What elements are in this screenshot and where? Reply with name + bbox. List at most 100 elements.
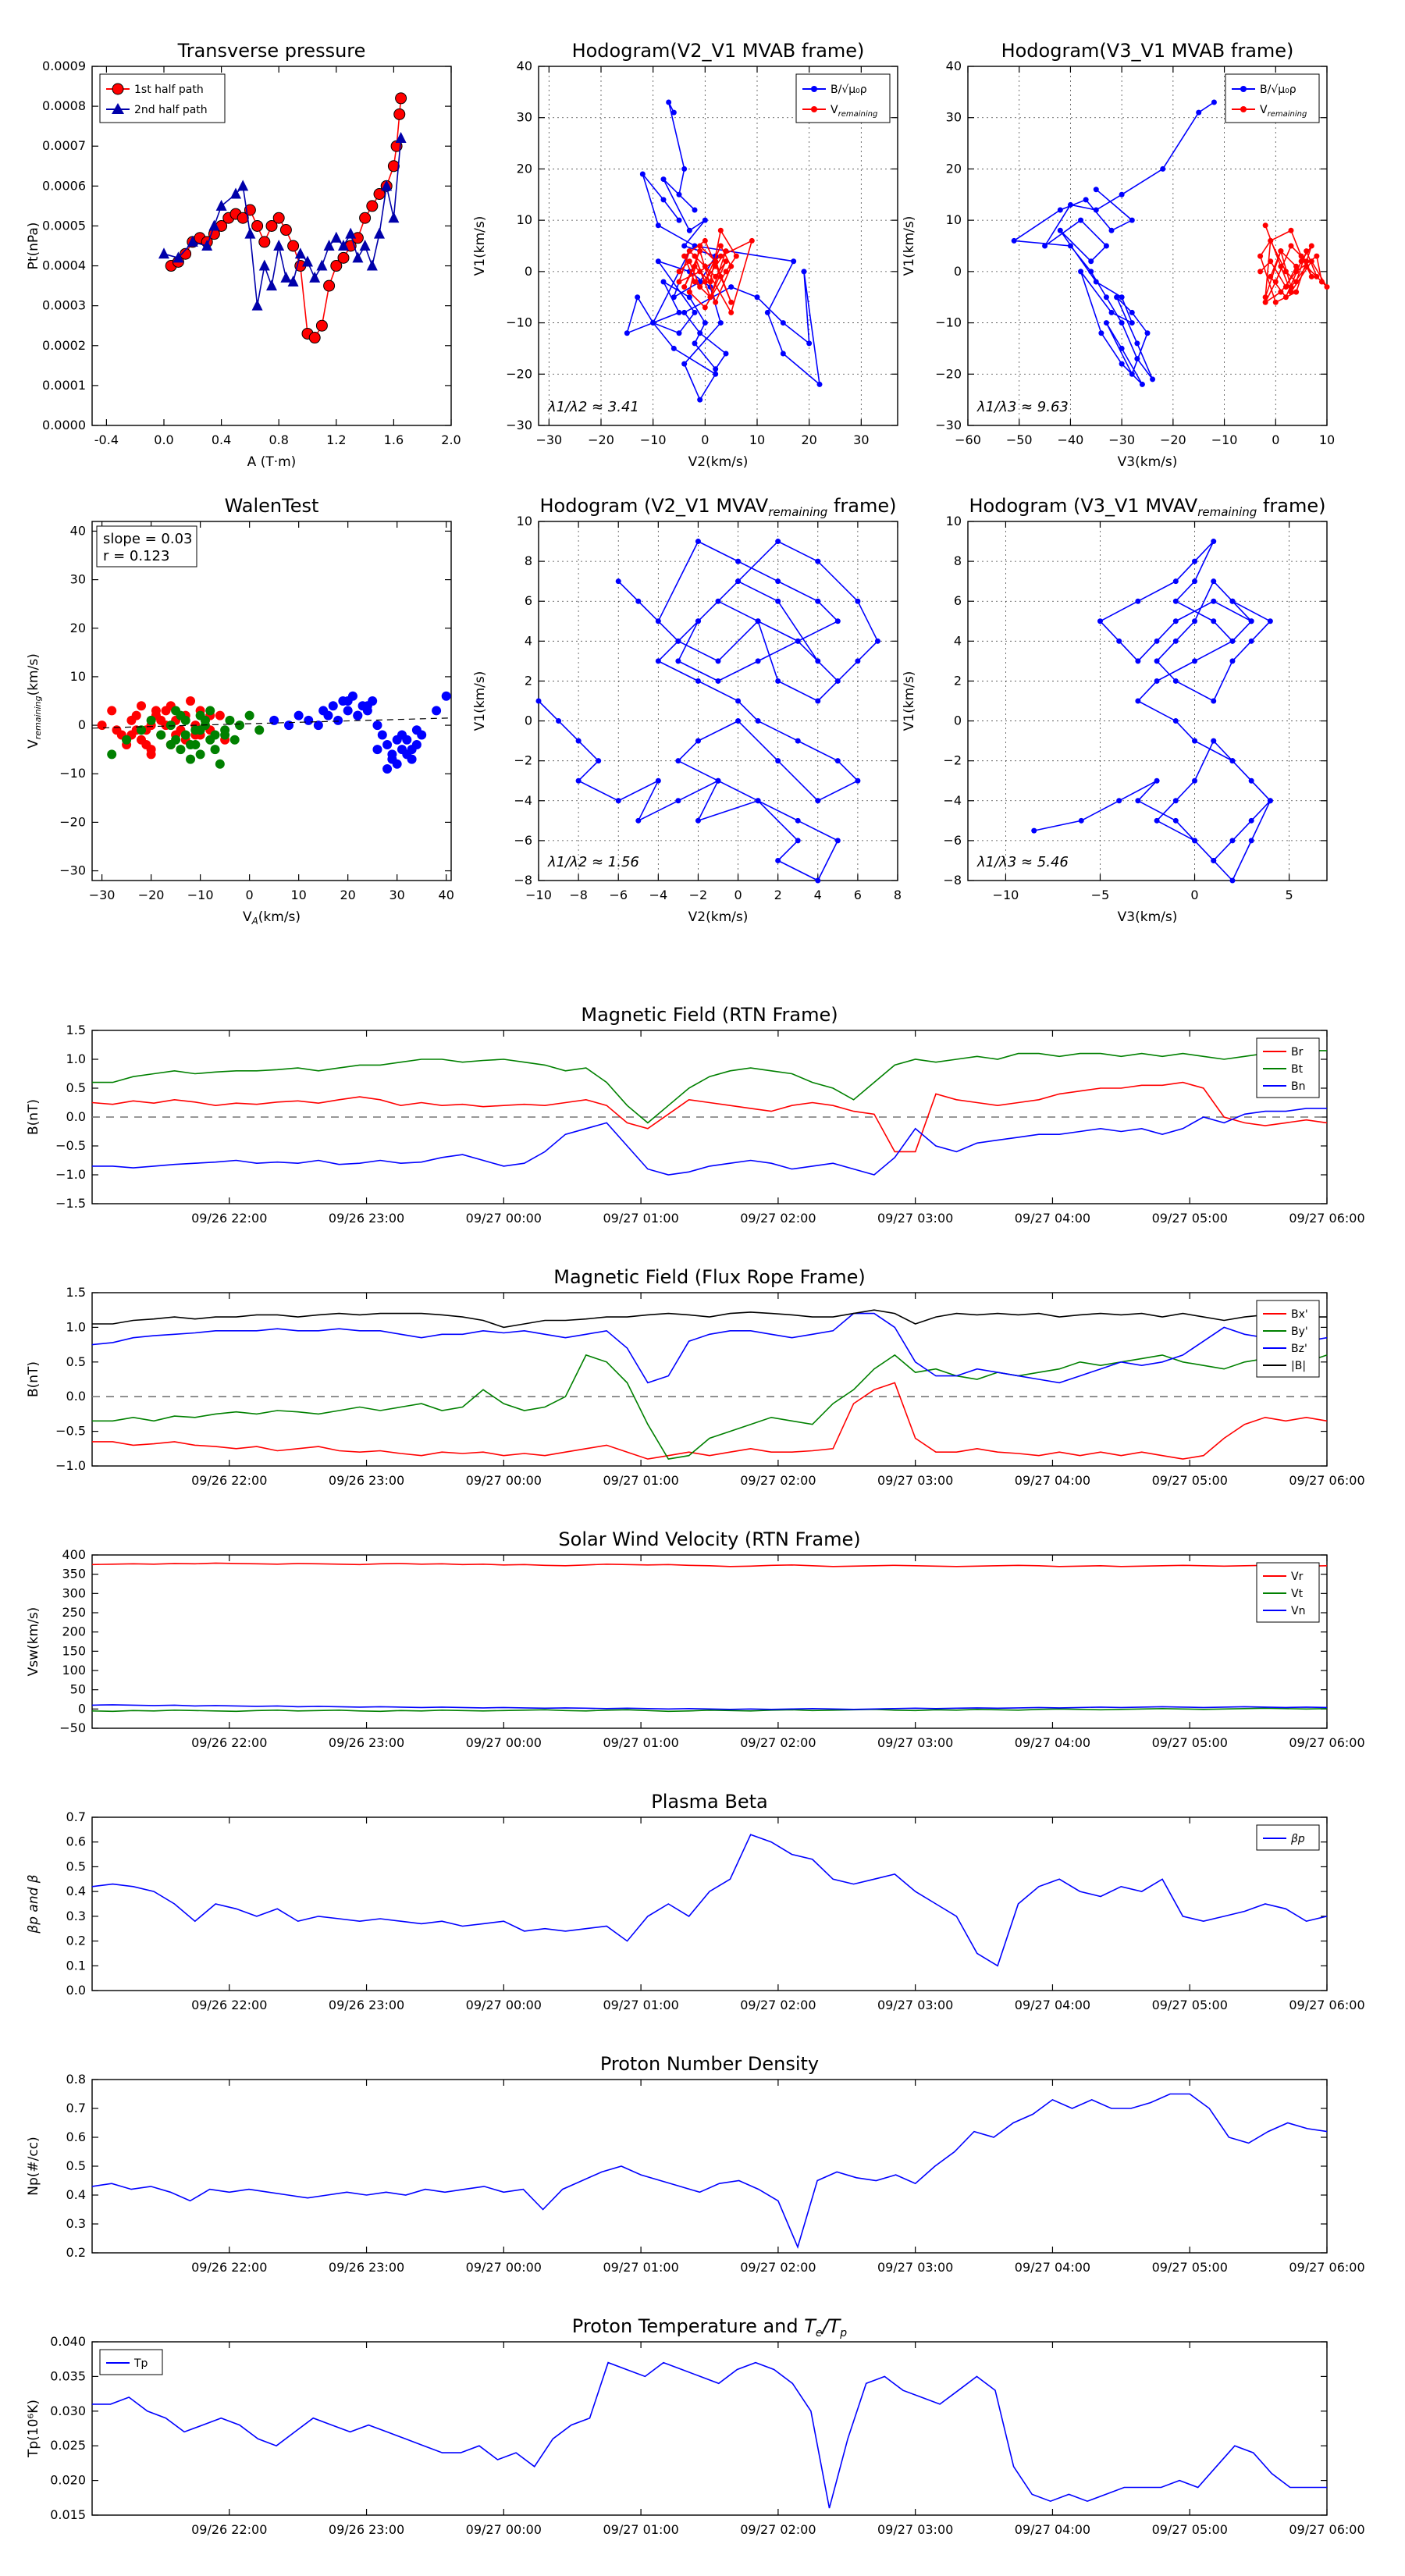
walen-test-point	[382, 764, 393, 774]
hodogram-v3-v1-mvav-xtick-label: −5	[1091, 888, 1110, 902]
solar-wind-velocity-ytick-label: 400	[62, 1547, 86, 1562]
plasma-beta-frame	[91, 1816, 1328, 1991]
hodogram-v3-v1-mvab-point	[1288, 289, 1294, 295]
proton-temperature-xtick-label: 09/27 03:00	[877, 2522, 953, 2537]
plasma-beta-ytick-label: 0.0	[66, 1983, 86, 1998]
plasma-beta-xtick-label: 09/27 00:00	[466, 1998, 542, 2012]
plasma-beta-axes: 09/26 22:00 09/26 23:00 09/27 00:00 09/27 0…	[26, 1809, 1365, 2012]
solar-wind-velocity-xtick-label: 09/26 22:00	[191, 1735, 267, 1750]
hodogram-v2-v1-mvav-point	[834, 838, 841, 844]
magnetic-field-rtn-ytick-label: −1.5	[55, 1196, 86, 1211]
magnetic-field-flux-rope-legend-label: |B|	[1291, 1360, 1306, 1372]
magnetic-field-rtn-ytick-label: −0.5	[55, 1138, 86, 1153]
transverse-pressure-point	[345, 227, 357, 239]
hodogram-v2-v1-mvab-legend-box	[795, 73, 891, 123]
hodogram-v3-v1-mvav-point	[1172, 718, 1179, 724]
plasma-beta-series-0-line	[91, 1834, 1328, 1967]
transverse-pressure-ytick-label: 0.0009	[42, 59, 86, 73]
hodogram-v3-v1-mvab-series-0-line	[1012, 101, 1215, 385]
hodogram-v3-v1-mvav-ytick-label: −4	[943, 793, 962, 808]
transverse-pressure-point	[323, 240, 335, 251]
magnetic-field-rtn-ytick-label: 1.5	[66, 1023, 86, 1037]
hodogram-v2-v1-mvav-point	[615, 578, 621, 585]
hodogram-v3-v1-mvav-annotation: λ1/λ3 ≈ 5.46	[976, 854, 1069, 870]
hodogram-v2-v1-mvab-point	[655, 258, 661, 265]
hodogram-v3-v1-mvav-point	[1267, 618, 1273, 624]
solar-wind-velocity-legend: Vr Vt Vn	[1256, 1562, 1320, 1623]
hodogram-v3-v1-mvab-point	[1282, 269, 1289, 275]
hodogram-v2-v1-mvab-point	[670, 109, 677, 116]
proton-temperature-ytick-label: 0.015	[50, 2507, 86, 2522]
hodogram-v2-v1-mvab-point	[692, 253, 698, 259]
hodogram-v2-v1-mvav-point	[815, 698, 821, 704]
svg-text:Hodogram (V3_V1 MVAVremaining: Hodogram (V3_V1 MVAVremaining frame)	[969, 495, 1326, 519]
hodogram-v2-v1-mvab-point	[806, 340, 813, 347]
transverse-pressure-point	[237, 180, 249, 191]
transverse-pressure-point	[265, 219, 278, 232]
hodogram-v3-v1-mvab-point	[1129, 371, 1135, 377]
magnetic-field-rtn-series-2-line	[92, 1108, 1327, 1176]
proton-temperature-axes: 09/26 22:00 09/26 23:00 09/27 00:00 09/27 0…	[26, 2334, 1365, 2537]
walen-test-point	[151, 706, 161, 716]
transverse-pressure-legend-box	[99, 73, 226, 123]
hodogram-v3-v1-mvab-series-1-line	[1259, 225, 1328, 304]
hodogram-v3-v1-mvab-legend-label: B/√μ₀ρ	[1260, 84, 1297, 96]
hodogram-v2-v1-mvab-series-0-line	[626, 101, 821, 401]
proton-number-density-xtick-label: 09/27 00:00	[466, 2260, 542, 2275]
transverse-pressure-ytick-label: 0.0005	[42, 218, 86, 233]
walen-test-axes: −30 −20 −10 0 10 20 30 40 −30 −20 −10 0 10 20 30 40 VA(k…	[26, 521, 454, 927]
hodogram-v2-v1-mvav-ytick-label: −2	[514, 753, 532, 768]
hodogram-v2-v1-mvav-ytick-label: −6	[514, 833, 532, 848]
hodogram-v3-v1-mvab-point	[1093, 187, 1099, 193]
hodogram-v2-v1-mvav-point	[715, 777, 721, 784]
walen-test-point	[432, 706, 442, 716]
proton-temperature-frame	[91, 2341, 1328, 2516]
hodogram-v2-v1-mvab-point	[692, 309, 698, 315]
hodogram-v2-v1-mvav-point	[815, 558, 821, 564]
hodogram-v3-v1-mvav-point	[1211, 857, 1217, 863]
transverse-pressure-point	[323, 279, 336, 292]
hodogram-v3-v1-mvab-point	[1272, 299, 1279, 305]
hodogram-v2-v1-mvab-legend-label: B/√μ₀ρ	[831, 84, 867, 96]
walen-test-point	[220, 730, 230, 740]
hodogram-v3-v1-mvab-point	[1119, 320, 1125, 326]
magnetic-field-rtn-legend-label: Br	[1291, 1046, 1304, 1059]
walen-test-point	[210, 745, 220, 755]
plasma-beta-xtick-label: 09/26 22:00	[191, 1998, 267, 2012]
walen-test-point	[304, 715, 314, 725]
hodogram-v2-v1-mvav-point	[755, 798, 761, 804]
walen-test-annotation: slope = 0.03r = 0.123	[96, 525, 197, 568]
hodogram-v3-v1-mvav-ytick-label: −8	[943, 873, 962, 888]
transverse-pressure-point	[287, 240, 300, 252]
hodogram-v2-v1-mvab-point	[713, 258, 719, 265]
hodogram-v2-v1-mvab-plot	[624, 99, 823, 403]
hodogram-v2-v1-mvav-point	[715, 678, 721, 684]
hodogram-v2-v1-mvav-xtick-label: 8	[894, 888, 902, 902]
svg-text:Transverse pressure: Transverse pressure	[177, 40, 366, 62]
hodogram-v3-v1-mvab-point	[1108, 227, 1115, 233]
hodogram-v2-v1-mvab-point	[692, 340, 698, 347]
hodogram-v3-v1-mvab-point	[1298, 258, 1304, 265]
hodogram-v2-v1-mvab-xtick-label: −20	[588, 432, 614, 447]
hodogram-v3-v1-mvav-xtick-label: 0	[1190, 888, 1198, 902]
magnetic-field-rtn-xtick-label: 09/27 06:00	[1289, 1211, 1364, 1226]
walen-test-point	[397, 730, 407, 740]
hodogram-v3-v1-mvab-point	[1119, 294, 1125, 301]
hodogram-v3-v1-mvab-point	[1282, 294, 1289, 301]
plasma-beta-legend: βp	[1256, 1824, 1320, 1851]
proton-number-density-xtick-label: 09/27 04:00	[1015, 2260, 1090, 2275]
hodogram-v3-v1-mvab-point	[1134, 340, 1140, 347]
walen-test-point	[165, 720, 176, 731]
hodogram-v2-v1-mvab-point	[666, 99, 672, 105]
hodogram-v3-v1-mvab-point	[1139, 381, 1145, 387]
hodogram-v2-v1-mvav-ytick-label: 10	[517, 514, 532, 528]
hodogram-v2-v1-mvav-point	[575, 738, 582, 744]
transverse-pressure-point	[359, 212, 372, 224]
magnetic-field-flux-rope-series-2-line	[91, 1312, 1328, 1384]
magnetic-field-rtn-ytick-label: 0.0	[66, 1109, 86, 1124]
hodogram-v2-v1-mvab-point	[655, 222, 661, 229]
hodogram-v3-v1-mvab-point	[1129, 320, 1135, 326]
plasma-beta-legend-label: βp	[1290, 1833, 1305, 1845]
walen-test-point	[137, 701, 147, 711]
plasma-beta-title: Plasma Beta	[651, 1791, 767, 1813]
